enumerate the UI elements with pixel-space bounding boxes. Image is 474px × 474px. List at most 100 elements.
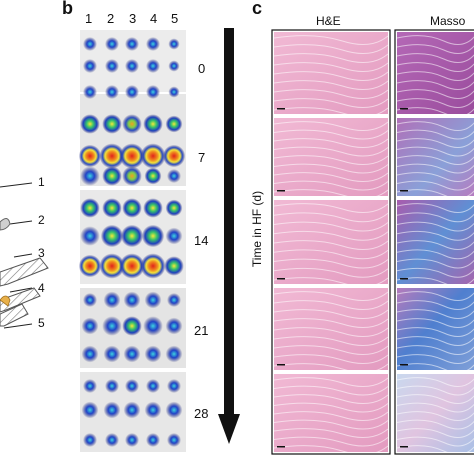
blot-spot bbox=[168, 38, 180, 50]
leader-line-2 bbox=[9, 220, 33, 225]
masson-column-frame bbox=[394, 29, 474, 455]
tissue-sketch bbox=[0, 218, 11, 231]
blot-spot bbox=[143, 114, 163, 134]
stain-label-masson: Masso bbox=[430, 14, 466, 28]
blot-spot bbox=[80, 226, 100, 246]
blot-spot bbox=[143, 316, 163, 336]
blot-spot bbox=[80, 198, 100, 218]
panel-a-label-5: 5 bbox=[38, 316, 45, 330]
leader-line-5 bbox=[3, 323, 33, 329]
panel-a-label-4: 4 bbox=[38, 281, 45, 295]
hatched-slab-top bbox=[0, 257, 49, 287]
he-column-frame bbox=[271, 29, 391, 455]
blot-spot bbox=[144, 167, 162, 185]
tissue-highlight bbox=[0, 295, 11, 307]
blot-spot bbox=[105, 37, 119, 51]
blot-spot bbox=[123, 345, 141, 363]
blot-spot bbox=[122, 114, 142, 134]
blot-spot bbox=[83, 379, 97, 393]
blot-spot bbox=[165, 199, 183, 217]
blot-spot bbox=[144, 291, 162, 309]
blot-spot bbox=[103, 401, 121, 419]
time-label-0: 0 bbox=[198, 61, 206, 76]
blot-spot bbox=[83, 59, 97, 73]
blot-spot bbox=[162, 144, 186, 168]
time-label-21: 21 bbox=[194, 323, 209, 338]
column-label-3: 3 bbox=[129, 11, 137, 26]
leader-line-3 bbox=[13, 253, 33, 258]
hatched-slab-bottom bbox=[0, 303, 29, 327]
panel-c-letter: c bbox=[252, 0, 263, 18]
blot-spot bbox=[123, 291, 141, 309]
panel-b-letter: b bbox=[62, 0, 73, 18]
column-label-5: 5 bbox=[171, 11, 179, 26]
leader-line-1 bbox=[0, 182, 33, 188]
blot-spot bbox=[83, 433, 97, 447]
blot-spot bbox=[144, 401, 162, 419]
masson-tile bbox=[397, 200, 474, 284]
blot-spot bbox=[125, 37, 139, 51]
blot-spot bbox=[164, 256, 184, 276]
blot-spot bbox=[167, 169, 181, 183]
leader-line-4 bbox=[9, 287, 33, 293]
blot-spot bbox=[167, 379, 181, 393]
blot-spot bbox=[78, 254, 102, 278]
column-label-1: 1 bbox=[85, 11, 93, 26]
panel-a-label-2: 2 bbox=[38, 213, 45, 227]
he-tile bbox=[274, 200, 388, 284]
blot-spot bbox=[165, 227, 183, 245]
blot-spot bbox=[120, 224, 144, 248]
blot-spot bbox=[165, 345, 183, 363]
hatched-slab-mid bbox=[0, 287, 41, 313]
time-label-7: 7 bbox=[198, 150, 206, 165]
blot-spot bbox=[146, 85, 160, 99]
blot-spot bbox=[167, 293, 181, 307]
blot-spot bbox=[103, 345, 121, 363]
blot-spot bbox=[81, 401, 99, 419]
time-label-28: 28 bbox=[194, 406, 209, 421]
blot-spot bbox=[140, 143, 166, 169]
blot-spot bbox=[165, 115, 183, 133]
blot-spot bbox=[102, 198, 122, 218]
blot-spot bbox=[100, 224, 124, 248]
blot-spot bbox=[81, 345, 99, 363]
blot-spot bbox=[144, 345, 162, 363]
blot-spot bbox=[119, 253, 145, 279]
blot-spot bbox=[105, 59, 119, 73]
blot-spot bbox=[119, 143, 145, 169]
blot-spot bbox=[80, 166, 100, 186]
blot-spot bbox=[102, 166, 122, 186]
blot-spot bbox=[105, 85, 119, 99]
blot-spot bbox=[165, 401, 183, 419]
blot-spot bbox=[146, 37, 160, 51]
blot-spot bbox=[123, 401, 141, 419]
blot-spot bbox=[122, 166, 142, 186]
blot-spot bbox=[168, 86, 180, 98]
column-label-4: 4 bbox=[150, 11, 158, 26]
blot-spot bbox=[99, 143, 125, 169]
blot-spot bbox=[102, 114, 122, 134]
blot-spot bbox=[105, 433, 119, 447]
blot-spot bbox=[146, 379, 160, 393]
he-tile bbox=[274, 374, 388, 452]
blot-spot bbox=[80, 114, 100, 134]
blot-spot bbox=[83, 85, 97, 99]
blot-spot bbox=[102, 316, 122, 336]
blot-spot bbox=[140, 253, 166, 279]
he-tile bbox=[274, 32, 388, 114]
blot-spot bbox=[105, 379, 119, 393]
blot-spot bbox=[78, 144, 102, 168]
blot-spot bbox=[143, 198, 163, 218]
blot-spot bbox=[122, 198, 142, 218]
blot-spot bbox=[125, 59, 139, 73]
blot-spot bbox=[125, 85, 139, 99]
blot-spot bbox=[125, 433, 139, 447]
blot-spot bbox=[99, 253, 125, 279]
blot-spot bbox=[168, 60, 180, 72]
time-label-14: 14 bbox=[194, 233, 209, 248]
blot-spot bbox=[165, 317, 183, 335]
masson-tile bbox=[397, 288, 474, 370]
